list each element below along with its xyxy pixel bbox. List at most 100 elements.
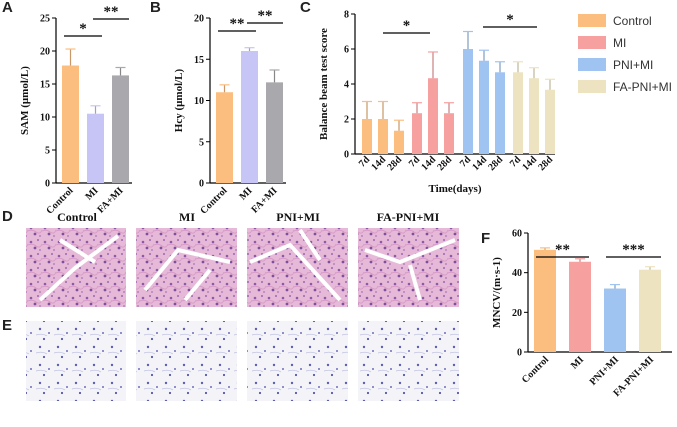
beam-xtick-label: 14d bbox=[520, 154, 539, 173]
beam-s1-1-bar bbox=[428, 78, 438, 154]
legend-swatch-3 bbox=[578, 80, 606, 93]
beam-s1-0-bar bbox=[412, 113, 422, 154]
beam-s2-0-bar bbox=[463, 49, 473, 154]
beam-xtick-label: 28d bbox=[536, 154, 555, 173]
beam-ytick-label: 4 bbox=[344, 80, 349, 91]
hcy-ytick-label: 20 bbox=[194, 14, 204, 25]
mncv-xtick-label: Control bbox=[520, 354, 551, 385]
beam-s1-2-bar bbox=[444, 113, 454, 154]
beam-s3-0-bar bbox=[513, 72, 523, 154]
beam-s0-0-bar bbox=[362, 119, 372, 154]
legend-label-2: PNI+MI bbox=[613, 58, 653, 72]
he-stain-image-pni-mi bbox=[247, 228, 348, 307]
mncv-ytick-label: 60 bbox=[512, 229, 522, 240]
beam-ytick-label: 2 bbox=[344, 115, 349, 126]
beam-xtick-label: 14d bbox=[470, 154, 489, 173]
mncv-1-bar bbox=[569, 261, 591, 352]
panel-letter-e: E bbox=[2, 317, 12, 334]
legend: Control MI PNI+MI FA-PNI+MI bbox=[578, 14, 672, 94]
sam-ytick-label: 0 bbox=[45, 179, 50, 190]
legend-label-0: Control bbox=[613, 14, 652, 28]
hcy-1-sig-label: ** bbox=[258, 8, 273, 24]
mncv-3-bar bbox=[639, 269, 661, 352]
hcy-xtick-label: Control bbox=[198, 185, 229, 216]
beam-1-sig-label: * bbox=[506, 12, 514, 28]
image-grid: Control MI PNI+MI FA-PNI+MI bbox=[26, 210, 459, 401]
image-col-label-mi: MI bbox=[179, 210, 195, 224]
mncv-0-bar bbox=[534, 249, 556, 352]
beam-xlabel: Time(days) bbox=[429, 183, 482, 195]
sam-xtick-label: MI bbox=[83, 185, 100, 202]
beam-s2-2-bar bbox=[495, 72, 505, 154]
mncv-ytick-label: 0 bbox=[517, 348, 522, 359]
hcy-ytick-label: 15 bbox=[194, 55, 204, 66]
hcy-2-bar bbox=[266, 82, 283, 183]
panel-letter-a: A bbox=[2, 0, 13, 16]
legend-label-3: FA-PNI+MI bbox=[613, 80, 672, 94]
mncv-0-sig-label: ** bbox=[555, 242, 570, 258]
panel-letter-c: C bbox=[300, 0, 311, 16]
hcy-ylabel: Hcy (μmol/L) bbox=[173, 68, 185, 132]
beam-xtick-label: 28d bbox=[486, 154, 505, 173]
nerve-stain-image-control bbox=[26, 321, 126, 401]
sam-2-bar bbox=[112, 75, 129, 183]
nerve-stain-image-mi bbox=[136, 321, 237, 401]
hcy-xtick-label: FA+MI bbox=[249, 185, 279, 215]
image-col-label-pni-mi: PNI+MI bbox=[276, 210, 320, 224]
legend-swatch-0 bbox=[578, 14, 606, 27]
sam-1-sig-label: ** bbox=[104, 4, 119, 20]
nerve-stain-image-pni-mi bbox=[247, 321, 348, 401]
beam-s0-2-bar bbox=[394, 130, 404, 154]
sam-ytick-label: 10 bbox=[40, 113, 50, 124]
beam-xtick-label: 14d bbox=[419, 154, 438, 173]
image-col-label-fa-pni-mi: FA-PNI+MI bbox=[377, 210, 440, 224]
sam-0-bar bbox=[62, 65, 79, 183]
sam-0-sig-label: * bbox=[79, 21, 87, 37]
mncv-xtick-label: PNI+MI bbox=[588, 354, 621, 387]
legend-swatch-1 bbox=[578, 36, 606, 49]
mncv-ytick-label: 20 bbox=[512, 308, 522, 319]
hcy-1-bar bbox=[241, 51, 258, 183]
beam-ytick-label: 0 bbox=[344, 150, 349, 161]
hcy-0-sig-label: ** bbox=[230, 16, 245, 32]
beam-xtick-label: 28d bbox=[385, 154, 404, 173]
beam-ylabel: Balance beam test score bbox=[318, 28, 330, 140]
beam-s0-1-bar bbox=[378, 119, 388, 154]
sam-ytick-label: 20 bbox=[40, 47, 50, 58]
hcy-ytick-label: 0 bbox=[199, 179, 204, 190]
mncv-ylabel: MNCV/(m·s-1) bbox=[491, 257, 503, 328]
he-stain-image-mi bbox=[136, 228, 237, 307]
beam-xtick-label: 14d bbox=[369, 154, 388, 173]
legend-swatch-2 bbox=[578, 58, 606, 71]
sam-ytick-label: 15 bbox=[40, 80, 50, 91]
panel-letter-b: B bbox=[150, 0, 161, 16]
beam-s2-1-bar bbox=[479, 60, 489, 154]
sam-ytick-label: 5 bbox=[45, 146, 50, 157]
mncv-xtick-label: MI bbox=[569, 354, 586, 371]
hcy-xtick-label: MI bbox=[237, 185, 254, 202]
beam-s3-1-bar bbox=[529, 78, 539, 154]
panel-letter-f: F bbox=[481, 230, 490, 247]
mncv-2-bar bbox=[604, 288, 626, 352]
hcy-0-bar bbox=[216, 92, 233, 183]
mncv-1-sig-label: *** bbox=[622, 242, 645, 258]
image-col-label-control: Control bbox=[57, 210, 97, 224]
beam-s3-2-bar bbox=[545, 89, 555, 154]
beam-ytick-label: 8 bbox=[344, 10, 349, 21]
beam-0-sig-label: * bbox=[403, 18, 411, 34]
sam-1-bar bbox=[87, 113, 104, 183]
beam-ytick-label: 6 bbox=[344, 45, 349, 56]
nerve-stain-image-fa-pni-mi bbox=[358, 321, 459, 401]
he-stain-image-fa-pni-mi bbox=[358, 228, 459, 307]
hcy-ytick-label: 5 bbox=[199, 137, 204, 148]
sam-ylabel: SAM (μmol/L) bbox=[19, 66, 31, 135]
mncv-ytick-label: 40 bbox=[512, 268, 522, 279]
beam-xtick-label: 28d bbox=[435, 154, 454, 173]
sam-ytick-label: 25 bbox=[40, 14, 50, 25]
hcy-ytick-label: 10 bbox=[194, 96, 204, 107]
panel-letter-d: D bbox=[2, 208, 13, 225]
